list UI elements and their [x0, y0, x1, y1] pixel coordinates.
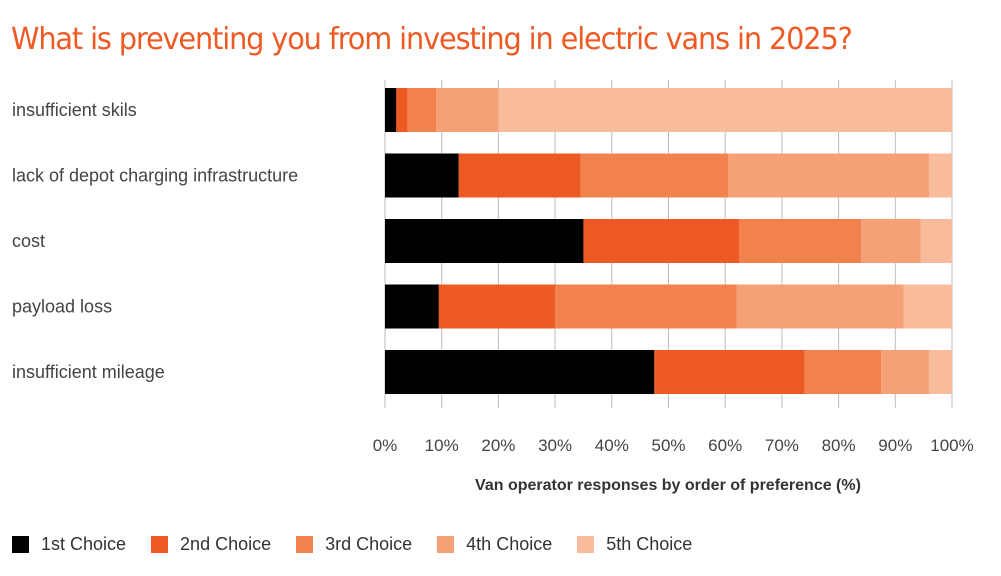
bar-segment [438, 284, 556, 329]
legend-swatch [151, 536, 169, 553]
bar-segment [385, 88, 397, 132]
legend-swatch [577, 536, 595, 553]
legend-item: 3rd Choice [296, 534, 412, 555]
legend-item: 5th Choice [577, 534, 692, 555]
bar-segment [929, 153, 952, 198]
x-tick-label: 100% [930, 436, 973, 455]
bar-segment [385, 153, 459, 198]
category-label: insufficient skils [12, 100, 137, 120]
bar-segment [385, 284, 439, 329]
legend-item: 4th Choice [437, 534, 552, 555]
category-labels: insufficient skils lack of depot charging… [12, 100, 298, 382]
category-label: payload loss [12, 297, 112, 317]
x-tick-labels: 0% 10% 20% 30% 40% 50% 60% 70% 80% 90% 100% [373, 436, 974, 455]
x-tick-label: 10% [425, 436, 459, 455]
bar-segment [804, 350, 882, 394]
legend-label: 3rd Choice [325, 534, 413, 554]
legend: 1st Choice 2nd Choice 3rd Choice 4th Choice… [12, 534, 717, 555]
legend-label: 1st Choice [41, 534, 127, 554]
x-axis-label: Van operator responses by order of prefe… [475, 477, 861, 494]
x-tick-label: 20% [481, 436, 515, 455]
bar-segment [385, 219, 584, 263]
legend-label: 4th Choice [466, 534, 553, 554]
category-label: cost [12, 231, 45, 251]
bar-segment [407, 88, 437, 132]
x-tick-label: 40% [595, 436, 629, 455]
x-tick-label: 30% [538, 436, 572, 455]
x-tick-label: 70% [765, 436, 799, 455]
bar-segment [739, 219, 862, 263]
x-tick-label: 90% [878, 436, 912, 455]
legend-item: 2nd Choice [151, 534, 271, 555]
x-tick-label: 50% [651, 436, 685, 455]
category-label: lack of depot charging infrastructure [12, 166, 298, 186]
bar-segment [555, 284, 737, 329]
bar-segment [861, 219, 921, 263]
legend-label: 5th Choice [606, 534, 693, 554]
legend-item: 1st Choice [12, 534, 126, 555]
bar-segment [498, 88, 952, 132]
bar-segment [903, 284, 952, 329]
bar-segment [583, 219, 740, 263]
bar-segment [736, 284, 904, 329]
x-tick-label: 60% [708, 436, 742, 455]
bar-segment [385, 350, 655, 394]
bar-segment [929, 350, 952, 394]
legend-swatch [437, 536, 455, 553]
legend-label: 2nd Choice [180, 534, 272, 554]
bar-segment [654, 350, 805, 394]
legend-swatch [296, 536, 314, 553]
bars [385, 88, 952, 394]
category-label: insufficient mileage [12, 362, 165, 382]
legend-swatch [12, 536, 29, 553]
bar-segment [580, 153, 729, 198]
chart-title: What is preventing you from investing in… [11, 22, 853, 57]
bar-segment [920, 219, 952, 263]
x-tick-label: 80% [822, 436, 856, 455]
bar-segment [881, 350, 930, 394]
bar-segment [458, 153, 581, 198]
bar-segment [396, 88, 408, 132]
x-tick-label: 0% [373, 436, 398, 455]
bar-segment [436, 88, 499, 132]
bar-segment [728, 153, 930, 198]
